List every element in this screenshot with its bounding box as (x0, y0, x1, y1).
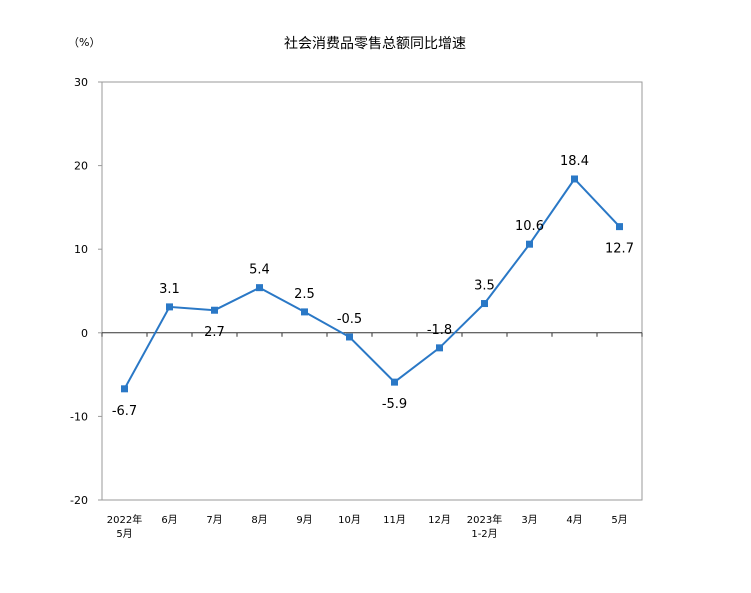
data-label: 2.7 (204, 325, 225, 340)
data-label: -6.7 (112, 404, 137, 419)
x-tick-label: 5月 (611, 514, 627, 526)
x-tick-label: 4月 (566, 514, 582, 526)
data-point (571, 175, 578, 183)
x-tick-label: 10月 (338, 514, 361, 526)
series-line (123, 177, 621, 390)
plot-area-frame (101, 81, 643, 501)
data-labels: -6.7 3.1 2.7 5.4 2.5 -0.5 -5.9 -1.8 3.5 10.6 18.4 1… (112, 154, 634, 419)
data-point (211, 306, 218, 314)
data-point (391, 378, 398, 386)
x-tick-label: 8月 (251, 514, 267, 526)
y-axis-unit-label: （%） (68, 36, 100, 49)
y-tick-label: -20 (70, 494, 88, 507)
x-tick-label: 9月 (296, 514, 312, 526)
x-tick-label: 11月 (383, 514, 406, 526)
data-label: 3.5 (474, 279, 495, 294)
x-tick-label: 2023年 1-2月 (467, 513, 502, 540)
y-tick-label: 10 (74, 243, 88, 256)
data-point (616, 223, 623, 231)
data-label: 3.1 (159, 282, 180, 297)
data-point (436, 344, 443, 352)
data-point (256, 284, 263, 292)
data-point (346, 333, 353, 341)
data-label: -5.9 (382, 397, 407, 412)
data-label: 5.4 (249, 263, 270, 278)
x-tick-label: 2022年 5月 (107, 513, 142, 540)
y-tick-label: -10 (70, 410, 88, 423)
data-label: 2.5 (294, 287, 315, 302)
y-axis: -20 -10 0 10 20 30 (70, 76, 102, 507)
x-tick-label: 7月 (206, 514, 222, 526)
x-tick-label: 12月 (428, 514, 451, 526)
chart-title: 社会消费品零售总额同比增速 (284, 36, 466, 52)
data-point (301, 308, 308, 316)
data-point (481, 300, 488, 308)
y-tick-label: 30 (74, 76, 88, 89)
series-markers (121, 175, 623, 393)
y-tick-label: 20 (74, 160, 88, 173)
data-point (526, 240, 533, 248)
data-label: 12.7 (605, 242, 634, 257)
data-label: 10.6 (515, 219, 544, 234)
x-axis: 2022年 5月 6月 7月 8月 9月 10月 11月 12月 2023年 1-2月 3月 4月 5月 (101, 332, 643, 540)
x-tick-label: 3月 (521, 514, 537, 526)
data-label: 18.4 (560, 154, 589, 169)
data-point (166, 303, 173, 311)
data-label: -1.8 (427, 323, 452, 338)
x-tick-label: 6月 (161, 514, 177, 526)
y-tick-label: 0 (81, 327, 88, 340)
data-point (121, 385, 128, 393)
data-label: -0.5 (337, 312, 362, 327)
